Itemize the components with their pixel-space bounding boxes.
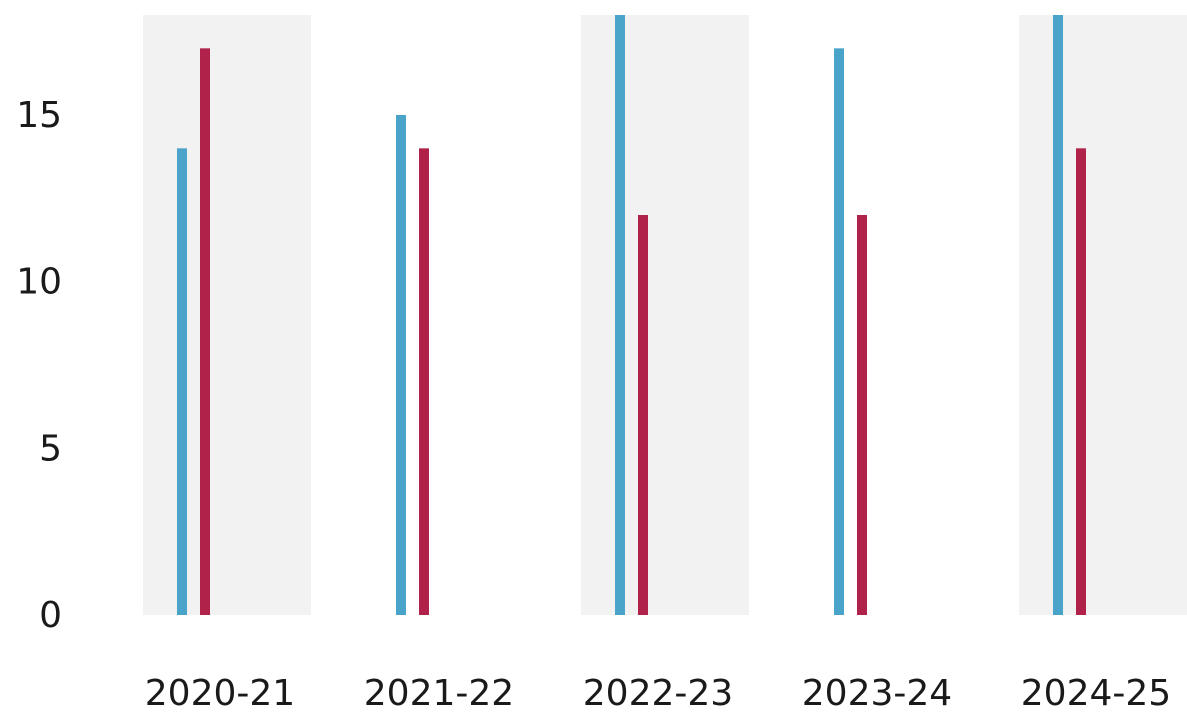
x-tick-label: 2023-24 bbox=[802, 673, 952, 713]
bar-series-1-2020-21 bbox=[177, 148, 187, 616]
bar-series-2-2022-23 bbox=[638, 215, 648, 615]
bar-series-1-2021-22 bbox=[396, 115, 406, 615]
x-tick-label: 2021-22 bbox=[364, 673, 514, 713]
bar-series-1-2023-24 bbox=[834, 48, 844, 616]
bar-series-1-2024-25 bbox=[1053, 15, 1063, 615]
y-tick-label: 15 bbox=[16, 95, 62, 136]
category-bands bbox=[143, 15, 1187, 615]
bar-series-2-2023-24 bbox=[857, 215, 867, 615]
y-tick-label: 5 bbox=[39, 428, 62, 469]
category-band bbox=[143, 15, 311, 615]
bar-series-2-2021-22 bbox=[419, 148, 429, 616]
x-axis: 2020-21 2021-22 2022-23 2023-24 2024-25 bbox=[145, 673, 1171, 713]
category-band bbox=[1019, 15, 1187, 615]
bar-series bbox=[177, 15, 1086, 616]
x-tick-label: 2024-25 bbox=[1021, 673, 1171, 713]
bar-series-1-2022-23 bbox=[615, 15, 625, 615]
bar-series-2-2020-21 bbox=[200, 48, 210, 616]
bar-series-2-2024-25 bbox=[1076, 148, 1086, 616]
y-tick-label: 0 bbox=[39, 595, 62, 636]
y-axis: 0 5 10 15 bbox=[16, 95, 62, 636]
y-tick-label: 10 bbox=[16, 262, 62, 303]
x-tick-label: 2020-21 bbox=[145, 673, 295, 713]
category-band bbox=[581, 15, 749, 615]
x-tick-label: 2022-23 bbox=[583, 673, 733, 713]
